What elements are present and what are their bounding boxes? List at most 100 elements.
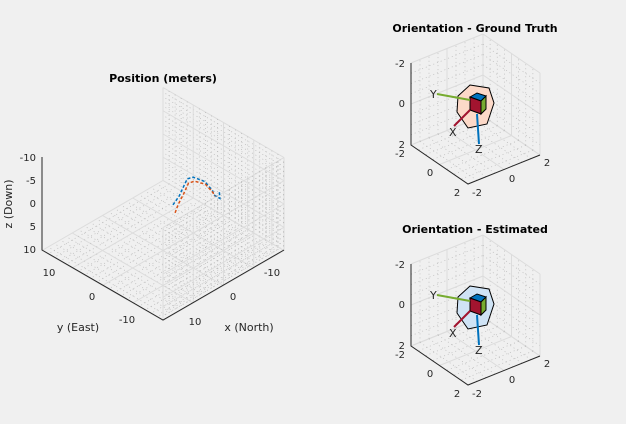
x-body-axis	[453, 109, 471, 127]
grid-line	[144, 190, 267, 262]
grid-line	[162, 199, 285, 270]
grid-line	[156, 246, 279, 318]
grid-line	[460, 149, 534, 180]
position-plot[interactable]: Position (meters) -10 -5 0 5 10 z (Down)…	[2, 72, 285, 334]
grid-line	[162, 170, 285, 242]
x-tick: 0	[509, 174, 515, 185]
grid-line	[162, 142, 285, 214]
y-tick: 2	[454, 389, 460, 400]
z-axis-label: z (Down)	[2, 179, 15, 228]
grid-line	[410, 43, 484, 74]
grid-line	[90, 208, 212, 279]
y-tick: -2	[395, 350, 405, 361]
grid-line	[53, 187, 176, 258]
x-tick: 0	[230, 292, 236, 303]
grid-line	[410, 54, 484, 84]
y-body-axis	[436, 294, 471, 302]
grid-line	[432, 331, 505, 361]
grid-line	[78, 201, 200, 272]
z-body-label: Z	[475, 344, 483, 357]
grid-line	[425, 125, 498, 156]
grid-line	[138, 236, 260, 307]
grid-line	[114, 222, 236, 293]
grid-line	[84, 204, 206, 276]
y-tick: 0	[89, 292, 95, 303]
grid-line	[47, 183, 170, 255]
grid-line	[162, 91, 285, 163]
y-tick: 0	[427, 168, 433, 179]
grid-line	[410, 275, 484, 306]
grid-line	[114, 208, 236, 279]
y-body-axis	[436, 93, 471, 101]
y-tick: -10	[119, 315, 135, 326]
y-body-label: Y	[429, 88, 437, 101]
grid-line	[162, 175, 285, 247]
grid-line	[162, 222, 285, 293]
z-tick: 2	[399, 341, 405, 352]
y-tick: -2	[395, 149, 405, 160]
grid-line	[162, 208, 285, 279]
z-body-axis	[476, 314, 480, 346]
grid-line	[162, 147, 285, 219]
body-face-side	[480, 295, 487, 317]
grid-line	[162, 96, 285, 168]
z-tick: 2	[399, 140, 405, 151]
y-axis-label: y (East)	[57, 321, 99, 334]
grid-line	[47, 246, 170, 318]
position-axes	[41, 157, 285, 321]
grid-line	[162, 101, 285, 172]
grid-line	[410, 244, 484, 275]
grid-line	[410, 74, 484, 105]
position-title: Position (meters)	[109, 72, 217, 85]
grid-line	[410, 33, 484, 64]
x-tick: 10	[189, 317, 202, 328]
grid-line	[460, 350, 534, 381]
grid-line	[162, 231, 285, 303]
grid-line	[78, 229, 200, 300]
orientation-title: Orientation - Estimated	[402, 223, 548, 236]
grid-line	[439, 336, 512, 366]
grid-line	[482, 234, 541, 275]
grid-line	[162, 152, 285, 223]
grid-line	[162, 161, 285, 233]
y-tick: 0	[427, 369, 433, 380]
grid-line	[59, 239, 182, 311]
grid-line	[410, 234, 484, 265]
z-tick: 10	[23, 245, 36, 256]
z-tick: 0	[30, 199, 36, 210]
grid-line	[156, 183, 279, 255]
grid-line	[162, 156, 285, 228]
grid-line	[150, 187, 273, 258]
x-axis-label: x (North)	[224, 321, 273, 334]
grid-line	[120, 225, 242, 297]
grid-line	[162, 236, 285, 307]
grid-line	[446, 341, 519, 371]
grid-line	[162, 240, 285, 312]
y-tick: 10	[43, 268, 56, 279]
y-tick: 2	[454, 188, 460, 199]
grid-line	[41, 180, 164, 251]
x-tick: -10	[264, 268, 280, 279]
grid-line	[162, 119, 285, 191]
grid-line	[439, 135, 512, 165]
x-tick: 2	[544, 158, 550, 169]
x-tick: -2	[472, 188, 482, 199]
grid-line	[126, 201, 248, 272]
trajectory-estimated	[174, 180, 216, 214]
grid-line	[84, 225, 206, 297]
grid-line	[144, 239, 267, 311]
grid-line	[162, 245, 285, 317]
grid-line	[162, 105, 285, 177]
z-tick: -2	[395, 260, 405, 271]
grid-line	[162, 185, 285, 256]
grid-line	[120, 204, 242, 276]
x-body-label: X	[449, 126, 457, 139]
grid-line	[108, 218, 230, 290]
trajectory-ground-truth	[172, 176, 221, 206]
grid-line	[410, 255, 484, 285]
grid-line	[425, 326, 498, 357]
orientation-ground-truth-plot[interactable]: Orientation - Ground Truth-202-202 -202YX…	[392, 22, 557, 199]
grid-line	[410, 64, 484, 95]
z-tick: 0	[399, 99, 405, 110]
